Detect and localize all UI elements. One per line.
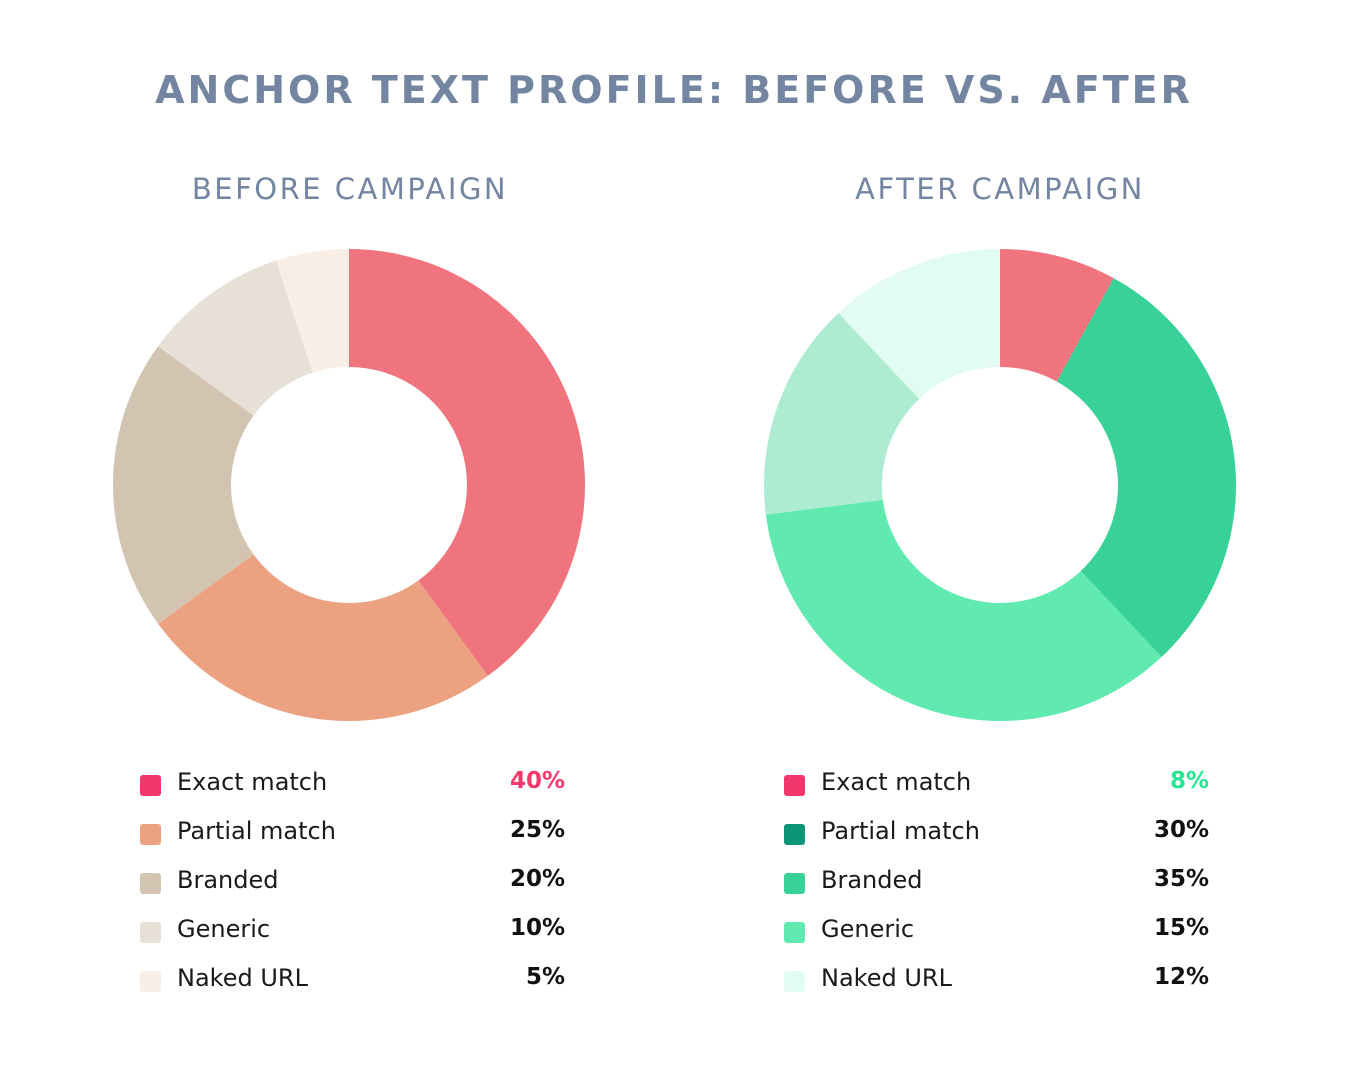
after-slice-naked-url [838,249,1000,399]
legend-item-generic: Generic 10% [140,911,570,960]
legend-label: Naked URL [821,964,952,992]
legend-swatch [140,873,161,894]
legend-label: Exact match [177,768,328,796]
after-slice-branded [765,499,1162,722]
legend-item-partial-match: Partial match 30% [784,813,1214,862]
legend-value: 5% [525,964,565,990]
page-title: ANCHOR TEXT PROFILE: BEFORE VS. AFTER [155,68,1193,112]
legend-value: 30% [1153,817,1209,843]
legend-swatch [784,873,805,894]
after-slice-partial-match [1056,278,1236,658]
before-slice-generic [158,260,313,416]
after-chart-title: AFTER CAMPAIGN [855,172,1145,206]
legend-item-naked-url: Naked URL 12% [784,960,1214,1009]
legend-item-exact-match: Exact match 8% [784,764,1214,813]
legend-swatch [140,824,161,845]
legend-swatch [784,775,805,796]
legend-value: 35% [1153,866,1209,892]
legend-label: Partial match [821,817,980,845]
after-legend: Exact match 8% Partial match 30% Branded… [784,764,1214,1009]
legend-label: Naked URL [177,964,308,992]
legend-value: 20% [509,866,565,892]
legend-item-exact-match: Exact match 40% [140,764,570,813]
legend-label: Partial match [177,817,336,845]
legend-item-partial-match: Partial match 25% [140,813,570,862]
legend-value: 40% [509,768,565,794]
legend-label: Exact match [821,768,972,796]
before-slice-branded [112,346,254,624]
legend-swatch [784,824,805,845]
legend-swatch [140,971,161,992]
legend-swatch [140,922,161,943]
legend-swatch [784,971,805,992]
before-legend: Exact match 40% Partial match 25% Brande… [140,764,570,1009]
legend-label: Generic [821,915,915,943]
legend-label: Branded [821,866,923,894]
legend-swatch [784,922,805,943]
after-slice-exact-match [1000,249,1114,382]
before-slice-partial-match [158,554,488,722]
legend-item-branded: Branded 20% [140,862,570,911]
before-chart-title: BEFORE CAMPAIGN [191,172,509,206]
legend-label: Generic [177,915,271,943]
legend-item-naked-url: Naked URL 5% [140,960,570,1009]
legend-value: 12% [1153,964,1209,990]
legend-item-generic: Generic 15% [784,911,1214,960]
legend-item-branded: Branded 35% [784,862,1214,911]
legend-label: Branded [177,866,279,894]
legend-value: 25% [509,817,565,843]
before-slice-naked-url [276,249,349,373]
legend-value: 8% [1169,768,1209,794]
after-slice-generic [764,312,920,515]
legend-value: 15% [1153,915,1209,941]
legend-swatch [140,775,161,796]
legend-value: 10% [509,915,565,941]
before-slice-exact-match [349,249,586,676]
